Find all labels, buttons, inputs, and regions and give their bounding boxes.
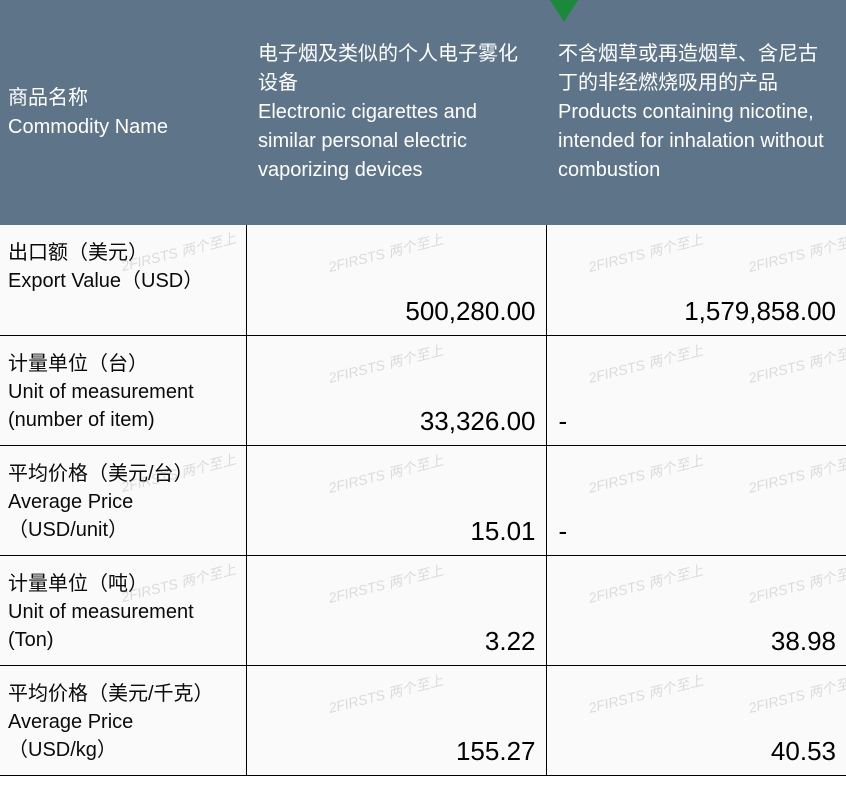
row-label: 平均价格（美元/千克） Average Price （USD/kg） [0, 665, 246, 775]
value-cell-c1: 2FIRSTS 两个至上 500,280.00 [246, 225, 546, 335]
value-cell-c2: 2FIRSTS 两个至上 2FIRSTS 两个至上 - [546, 445, 846, 555]
row-label: 2FIRSTS 两个至上 平均价格（美元/台） Average Price （U… [0, 445, 246, 555]
header-en: Electronic cigarettes and similar person… [258, 101, 477, 181]
table-row: 2FIRSTS 两个至上 出口额（美元） Export Value（USD） 2… [0, 225, 846, 335]
watermark: 2FIRSTS 两个至上 [326, 340, 445, 388]
watermark: 2FIRSTS 两个至上 [586, 560, 705, 608]
watermark: 2FIRSTS 两个至上 [586, 450, 705, 498]
watermark: 2FIRSTS 两个至上 [586, 340, 705, 388]
table-row: 2FIRSTS 两个至上 计量单位（吨） Unit of measurement… [0, 555, 846, 665]
header-commodity-name: 商品名称 Commodity Name [0, 0, 246, 225]
value: 33,326.00 [420, 406, 536, 437]
table-row: 2FIRSTS 两个至上 平均价格（美元/台） Average Price （U… [0, 445, 846, 555]
header-cn: 不含烟草或再造烟草、含尼古丁的非经燃烧吸用的产品 [558, 43, 818, 94]
header-col-ecig: 电子烟及类似的个人电子雾化设备 Electronic cigarettes an… [246, 0, 546, 225]
label-cn: 平均价格（美元/千克） [8, 683, 214, 705]
watermark: 2FIRSTS 两个至上 [746, 229, 846, 277]
value: 500,280.00 [405, 296, 535, 327]
header-en: Commodity Name [8, 116, 168, 138]
value: 1,579,858.00 [684, 296, 836, 327]
value-cell-c2: 2FIRSTS 两个至上 2FIRSTS 两个至上 - [546, 335, 846, 445]
table-body: 2FIRSTS 两个至上 出口额（美元） Export Value（USD） 2… [0, 225, 846, 775]
value-cell-c2: 2FIRSTS 两个至上 2FIRSTS 两个至上 1,579,858.00 [546, 225, 846, 335]
value-cell-c1: 2FIRSTS 两个至上 33,326.00 [246, 335, 546, 445]
watermark: 2FIRSTS 两个至上 [326, 229, 445, 277]
label-en: Unit of measurement (number of item) [8, 381, 194, 431]
value: 40.53 [771, 736, 836, 767]
header-cn: 电子烟及类似的个人电子雾化设备 [258, 43, 518, 94]
watermark: 2FIRSTS 两个至上 [326, 450, 445, 498]
label-en: Average Price （USD/kg） [8, 711, 133, 761]
value: - [559, 516, 568, 547]
label-cn: 出口额（美元） [8, 242, 148, 264]
value: 15.01 [470, 516, 535, 547]
value-cell-c1: 2FIRSTS 两个至上 15.01 [246, 445, 546, 555]
label-en: Average Price （USD/unit） [8, 491, 133, 541]
value-cell-c2: 2FIRSTS 两个至上 2FIRSTS 两个至上 38.98 [546, 555, 846, 665]
value: 38.98 [771, 626, 836, 657]
label-en: Export Value（USD） [8, 270, 203, 292]
row-label: 2FIRSTS 两个至上 计量单位（吨） Unit of measurement… [0, 555, 246, 665]
watermark: 2FIRSTS 两个至上 [746, 340, 846, 388]
watermark: 2FIRSTS 两个至上 [586, 229, 705, 277]
commodity-table: 商品名称 Commodity Name 电子烟及类似的个人电子雾化设备 Elec… [0, 0, 846, 776]
header-col-nicotine: 不含烟草或再造烟草、含尼古丁的非经燃烧吸用的产品 Products contai… [546, 0, 846, 225]
table-row: 平均价格（美元/千克） Average Price （USD/kg） 2FIRS… [0, 665, 846, 775]
label-cn: 平均价格（美元/台） [8, 463, 194, 485]
value: 155.27 [456, 736, 536, 767]
header-cn: 商品名称 [8, 87, 88, 109]
table-row: 计量单位（台） Unit of measurement (number of i… [0, 335, 846, 445]
watermark: 2FIRSTS 两个至上 [326, 670, 445, 718]
label-cn: 计量单位（台） [8, 353, 148, 375]
watermark: 2FIRSTS 两个至上 [746, 560, 846, 608]
watermark: 2FIRSTS 两个至上 [586, 670, 705, 718]
value-cell-c1: 2FIRSTS 两个至上 3.22 [246, 555, 546, 665]
watermark: 2FIRSTS 两个至上 [326, 560, 445, 608]
value-cell-c2: 2FIRSTS 两个至上 2FIRSTS 两个至上 40.53 [546, 665, 846, 775]
watermark: 2FIRSTS 两个至上 [746, 450, 846, 498]
value: 3.22 [485, 626, 536, 657]
value-cell-c1: 2FIRSTS 两个至上 155.27 [246, 665, 546, 775]
header-en: Products containing nicotine, intended f… [558, 101, 824, 181]
label-en: Unit of measurement (Ton) [8, 601, 194, 651]
row-label: 计量单位（台） Unit of measurement (number of i… [0, 335, 246, 445]
watermark: 2FIRSTS 两个至上 [746, 670, 846, 718]
value: - [559, 406, 568, 437]
label-cn: 计量单位（吨） [8, 573, 148, 595]
row-label: 2FIRSTS 两个至上 出口额（美元） Export Value（USD） [0, 225, 246, 335]
table-header-row: 商品名称 Commodity Name 电子烟及类似的个人电子雾化设备 Elec… [0, 0, 846, 225]
header-arrow-icon [550, 0, 578, 22]
